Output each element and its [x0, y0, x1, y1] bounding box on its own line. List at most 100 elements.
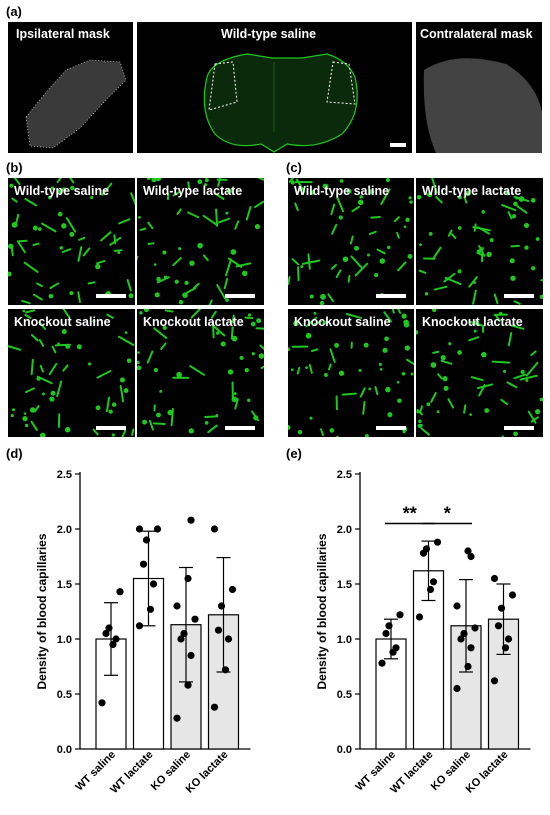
panel-b-tile-3-label: Knockout saline — [14, 315, 111, 329]
data-point — [173, 714, 181, 722]
data-point — [135, 622, 144, 630]
panel-b-tile-1-label: Wild-type saline — [14, 184, 110, 198]
brain-section-outline — [203, 53, 358, 153]
scale-bar — [225, 426, 255, 430]
capillary-pattern — [288, 309, 414, 437]
scale-bar — [376, 426, 406, 430]
contralateral-mask-title: Contralateral mask — [420, 27, 533, 41]
contralateral-mask-shape — [423, 58, 542, 153]
data-point — [184, 681, 192, 689]
data-point — [508, 591, 517, 599]
scale-bar — [390, 143, 406, 147]
chart-d: Density of blood capillaries 0.0 0.5 1.0 1.5… — [35, 469, 251, 796]
significance-label: * — [444, 504, 451, 524]
data-point — [415, 613, 424, 621]
capillary-pattern — [8, 178, 135, 305]
panel-c-tile-1: Wild-type saline — [288, 178, 414, 305]
scale-bar — [504, 294, 534, 298]
data-point — [228, 585, 237, 594]
capillary-pattern — [288, 178, 413, 305]
capillary-pattern — [137, 178, 264, 305]
data-point — [378, 659, 386, 667]
data-point — [210, 525, 219, 533]
data-point — [392, 644, 400, 652]
y-tick-label: 0.0 — [57, 744, 72, 756]
y-tick-label: 0.5 — [337, 689, 352, 701]
y-tick-label: 1.0 — [57, 634, 72, 646]
scale-bar — [96, 426, 126, 430]
capillary-pattern — [137, 309, 264, 434]
data-point — [177, 635, 185, 643]
data-point — [396, 611, 404, 619]
capillary-pattern — [8, 309, 135, 437]
data-point — [173, 602, 181, 610]
data-point — [191, 615, 199, 623]
scale-bar — [225, 294, 255, 298]
data-point — [457, 635, 465, 643]
panel-b-tile-4-label: Knockout lactate — [143, 315, 244, 329]
chart-e: Density of blood capillaries 0.0 0.5 1.0 1.5… — [315, 469, 531, 796]
data-point — [467, 552, 475, 561]
ipsilateral-mask-title: Ipsilateral mask — [16, 27, 110, 41]
panel-label-c: (c) — [286, 160, 302, 175]
data-point — [429, 578, 438, 586]
y-tick-label: 1.0 — [337, 634, 352, 646]
data-point — [149, 580, 158, 588]
data-point — [187, 651, 195, 660]
data-point — [224, 635, 233, 643]
scale-bar — [376, 294, 406, 298]
y-axis-label: Density of blood capillaries — [315, 533, 329, 689]
panel-c-tile-3: Knockout saline — [288, 309, 414, 437]
panel-b-tile-3: Knockout saline — [8, 309, 135, 437]
panel-c-tile-1-label: Wild-type saline — [294, 184, 390, 198]
data-point — [153, 525, 162, 533]
data-point — [382, 629, 390, 638]
data-point — [504, 635, 513, 643]
data-point — [490, 574, 499, 583]
panel-label-d: (d) — [6, 446, 23, 461]
panel-c-tile-4: Knockout lactate — [416, 309, 543, 437]
significance-label: ** — [403, 504, 417, 524]
data-point — [453, 684, 461, 693]
scale-bar — [96, 294, 126, 298]
panel-c-tile-2: Wild-type lactate — [416, 178, 543, 305]
data-point — [116, 588, 124, 596]
y-tick-label: 0.5 — [57, 689, 72, 701]
data-point — [102, 629, 110, 638]
ipsilateral-mask-image: Ipsilateral mask — [8, 22, 133, 153]
panel-label-e: (e) — [286, 446, 302, 461]
panel-label-a: (a) — [6, 4, 22, 19]
data-point — [453, 602, 461, 610]
bar — [132, 577, 165, 750]
capillary-pattern — [416, 178, 543, 305]
data-point — [464, 547, 472, 555]
panel-b-tile-4: Knockout lactate — [137, 309, 264, 437]
panel-b-tile-2-label: Wild-type lactate — [143, 184, 243, 198]
wild-type-saline-title: Wild-type saline — [221, 27, 317, 41]
wild-type-saline-brain-image: Wild-type saline — [137, 22, 412, 153]
y-tick-label: 2.0 — [337, 524, 352, 536]
panel-c-tile-3-label: Knockout saline — [294, 315, 391, 329]
contralateral-mask-image: Contralateral mask — [416, 22, 542, 153]
data-point — [112, 635, 120, 643]
panel-b-tile-1: Wild-type saline — [8, 178, 135, 305]
data-point — [494, 622, 503, 630]
y-tick-label: 2.0 — [57, 524, 72, 536]
y-tick-label: 2.5 — [337, 469, 352, 481]
data-point — [471, 624, 479, 632]
data-point — [214, 626, 223, 634]
ipsilateral-mask-shape — [25, 59, 127, 149]
data-point — [490, 677, 499, 685]
panel-label-b: (b) — [6, 160, 23, 175]
data-point — [187, 516, 195, 524]
data-point — [98, 699, 106, 707]
data-point — [433, 538, 442, 546]
y-tick-label: 0.0 — [337, 744, 352, 756]
y-tick-label: 1.5 — [337, 579, 352, 591]
y-axis-label: Density of blood capillaries — [35, 533, 49, 689]
y-tick-label: 2.5 — [57, 469, 72, 481]
scale-bar — [504, 426, 534, 430]
panel-c-tile-4-label: Knockout lactate — [422, 315, 523, 329]
data-point — [467, 644, 475, 652]
data-point — [210, 703, 219, 711]
